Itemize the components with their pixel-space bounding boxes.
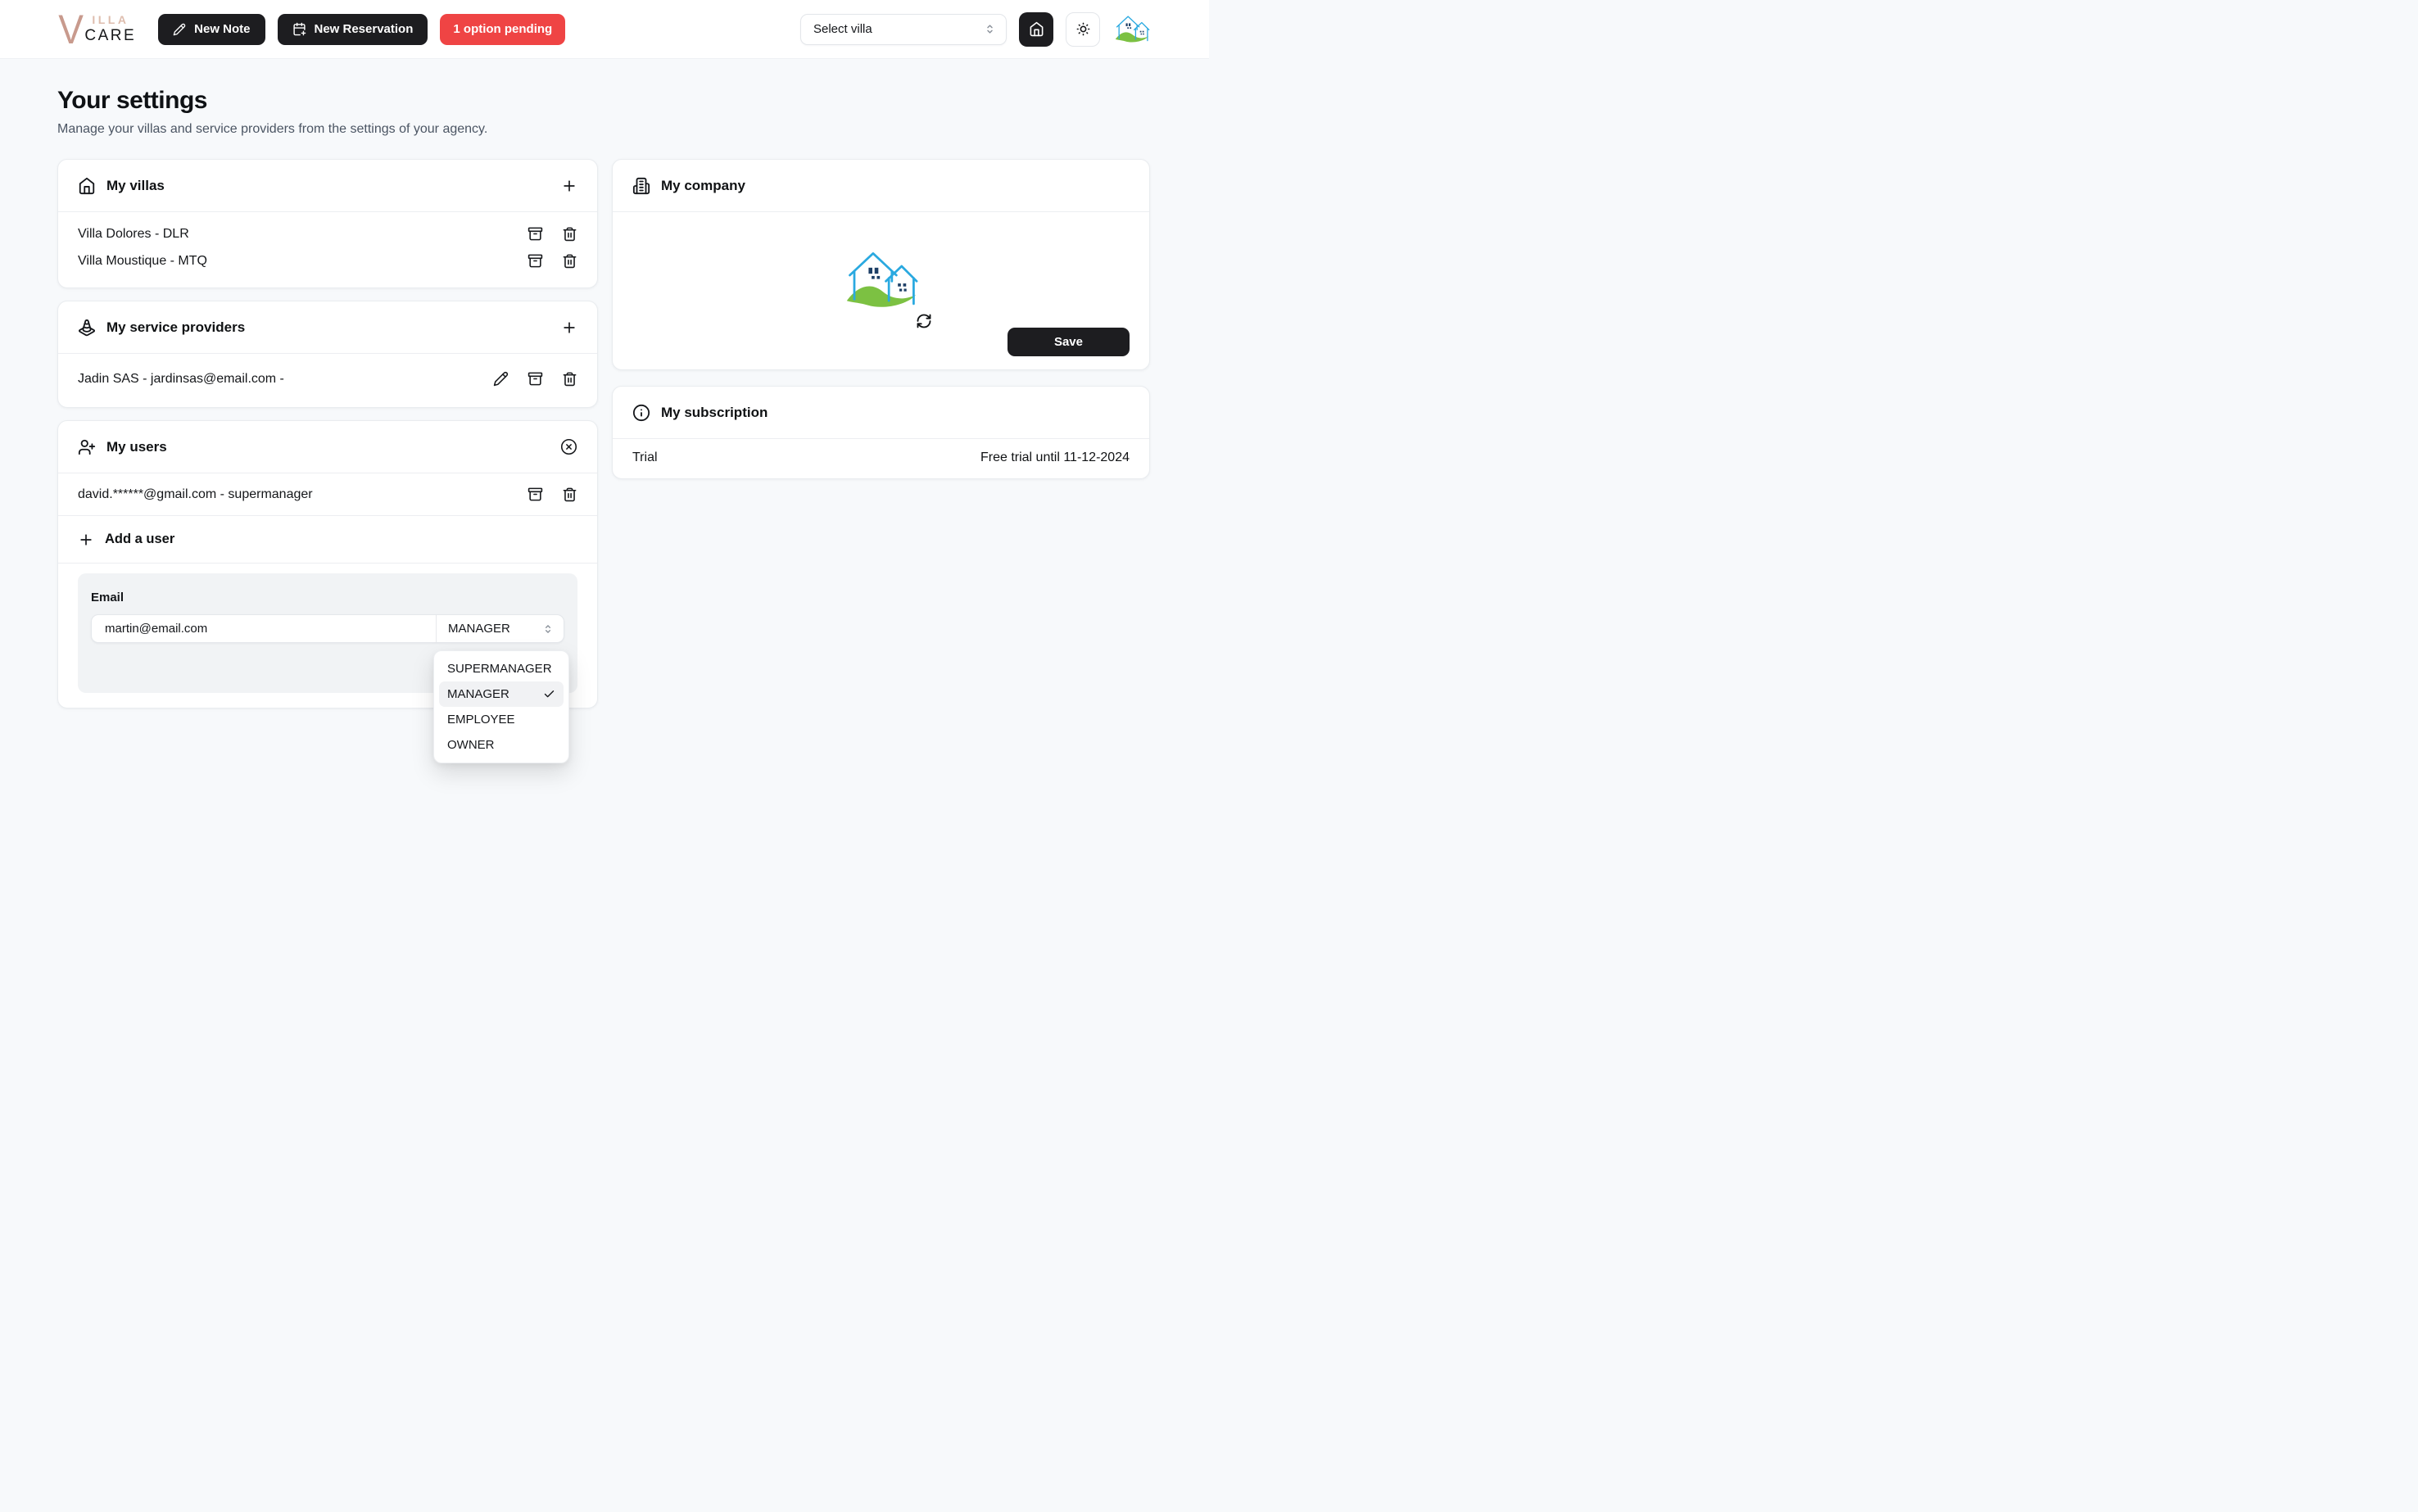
user-name: david.******@gmail.com - supermanager bbox=[78, 487, 313, 501]
save-company-button[interactable]: Save bbox=[1007, 328, 1130, 356]
archive-icon bbox=[528, 253, 543, 269]
delete-villa-button[interactable] bbox=[562, 253, 577, 269]
edit-provider-button[interactable] bbox=[493, 371, 509, 387]
logo-bottom-text: CARE bbox=[84, 27, 137, 44]
new-note-label: New Note bbox=[194, 22, 251, 36]
page-subtitle: Manage your villas and service providers… bbox=[57, 122, 488, 136]
provider-name: Jadin SAS - jardinsas@email.com - bbox=[78, 371, 284, 386]
building-icon bbox=[632, 177, 650, 195]
role-option-manager[interactable]: MANAGER bbox=[439, 681, 564, 707]
main-content: Your settings Manage your villas and ser… bbox=[0, 59, 1209, 763]
villa-select-value: Select villa bbox=[813, 22, 872, 36]
app-header: V ILLA CARE New Note New Reservation 1 o… bbox=[0, 0, 1209, 59]
chevrons-up-down-icon bbox=[542, 623, 554, 635]
plus-icon bbox=[561, 178, 577, 194]
role-dropdown-menu: SUPERMANAGER MANAGER bbox=[433, 650, 569, 763]
user-plus-icon bbox=[78, 438, 96, 456]
archive-user-button[interactable] bbox=[528, 487, 543, 502]
new-reservation-label: New Reservation bbox=[314, 22, 414, 36]
logo-top-text: ILLA bbox=[92, 13, 129, 26]
home-nav-button[interactable] bbox=[1019, 11, 1053, 47]
close-users-button[interactable] bbox=[560, 438, 577, 455]
home-icon bbox=[78, 177, 96, 195]
archive-icon bbox=[528, 487, 543, 502]
home-icon bbox=[1029, 21, 1044, 37]
delete-user-button[interactable] bbox=[562, 487, 577, 502]
villa-name: Villa Moustique - MTQ bbox=[78, 253, 207, 268]
my-users-card: My users david.******@gmail.com - superm… bbox=[57, 420, 598, 763]
right-column: My company bbox=[612, 159, 1150, 491]
role-select[interactable]: MANAGER SUPERMANAGER bbox=[433, 615, 569, 763]
calendar-plus-icon bbox=[292, 22, 306, 36]
my-company-card: My company bbox=[612, 159, 1150, 370]
traffic-cone-icon bbox=[78, 319, 96, 337]
role-option-owner[interactable]: OWNER bbox=[447, 738, 495, 752]
option-pending-button[interactable]: 1 option pending bbox=[440, 13, 566, 45]
page-title: Your settings bbox=[57, 87, 207, 114]
plus-icon bbox=[78, 532, 94, 548]
refresh-logo-button[interactable] bbox=[916, 313, 932, 329]
trash-icon bbox=[562, 226, 577, 242]
left-column: My villas Villa Dolores - DLR bbox=[57, 159, 598, 763]
new-reservation-button[interactable]: New Reservation bbox=[277, 13, 428, 45]
subscription-detail: Free trial until 11-12-2024 bbox=[980, 450, 1130, 464]
subscription-row: Trial Free trial until 11-12-2024 bbox=[613, 439, 1149, 478]
email-label: Email bbox=[91, 591, 125, 604]
new-note-button[interactable]: New Note bbox=[158, 13, 265, 45]
refresh-icon bbox=[916, 313, 932, 329]
my-service-providers-card: My service providers Jadin SAS - jardins… bbox=[57, 301, 598, 408]
company-logo-image bbox=[844, 248, 919, 311]
villacare-logo[interactable]: V ILLA CARE bbox=[57, 6, 137, 52]
role-option-employee[interactable]: EMPLOYEE bbox=[447, 713, 515, 727]
pencil-icon bbox=[493, 371, 509, 387]
user-row: david.******@gmail.com - supermanager bbox=[58, 473, 597, 516]
archive-icon bbox=[528, 371, 543, 387]
pencil-icon bbox=[173, 23, 186, 36]
chevrons-up-down-icon bbox=[984, 23, 996, 35]
check-icon bbox=[543, 688, 555, 700]
add-user-label: Add a user bbox=[105, 532, 175, 546]
card-title-villas: My villas bbox=[106, 177, 165, 193]
archive-icon bbox=[528, 226, 543, 242]
agency-logo-image[interactable] bbox=[1114, 14, 1150, 44]
plus-icon bbox=[561, 319, 577, 336]
email-input[interactable] bbox=[92, 615, 436, 642]
my-villas-card: My villas Villa Dolores - DLR bbox=[57, 159, 598, 288]
delete-villa-button[interactable] bbox=[562, 226, 577, 242]
villa-row: Villa Dolores - DLR bbox=[58, 220, 597, 247]
archive-provider-button[interactable] bbox=[528, 371, 543, 387]
theme-toggle-button[interactable] bbox=[1066, 11, 1100, 47]
trash-icon bbox=[562, 487, 577, 502]
add-user-form: Email MANAGER S bbox=[78, 573, 577, 763]
archive-villa-button[interactable] bbox=[528, 226, 543, 242]
card-title-providers: My service providers bbox=[106, 319, 246, 335]
trash-icon bbox=[562, 253, 577, 269]
villa-row: Villa Moustique - MTQ bbox=[58, 247, 597, 274]
subscription-plan: Trial bbox=[632, 450, 658, 464]
my-subscription-card: My subscription Trial Free trial until 1… bbox=[612, 386, 1150, 479]
role-option-supermanager[interactable]: SUPERMANAGER bbox=[447, 662, 552, 676]
logo-v-glyph: V bbox=[58, 6, 84, 52]
add-provider-button[interactable] bbox=[561, 319, 577, 336]
sun-icon bbox=[1075, 21, 1091, 37]
email-role-combo: MANAGER SUPERMANAGER bbox=[91, 614, 569, 763]
trash-icon bbox=[562, 371, 577, 387]
add-user-button[interactable]: Add a user bbox=[58, 516, 597, 564]
card-title-company: My company bbox=[661, 177, 745, 193]
provider-row: Jadin SAS - jardinsas@email.com - bbox=[58, 365, 597, 392]
archive-villa-button[interactable] bbox=[528, 253, 543, 269]
role-select-value: MANAGER bbox=[448, 622, 510, 636]
add-villa-button[interactable] bbox=[561, 178, 577, 194]
villa-name: Villa Dolores - DLR bbox=[78, 226, 189, 241]
card-title-users: My users bbox=[106, 438, 167, 455]
x-circle-icon bbox=[560, 438, 577, 455]
delete-provider-button[interactable] bbox=[562, 371, 577, 387]
card-title-subscription: My subscription bbox=[661, 404, 768, 420]
info-icon bbox=[632, 404, 650, 422]
villa-select[interactable]: Select villa bbox=[800, 13, 1007, 45]
